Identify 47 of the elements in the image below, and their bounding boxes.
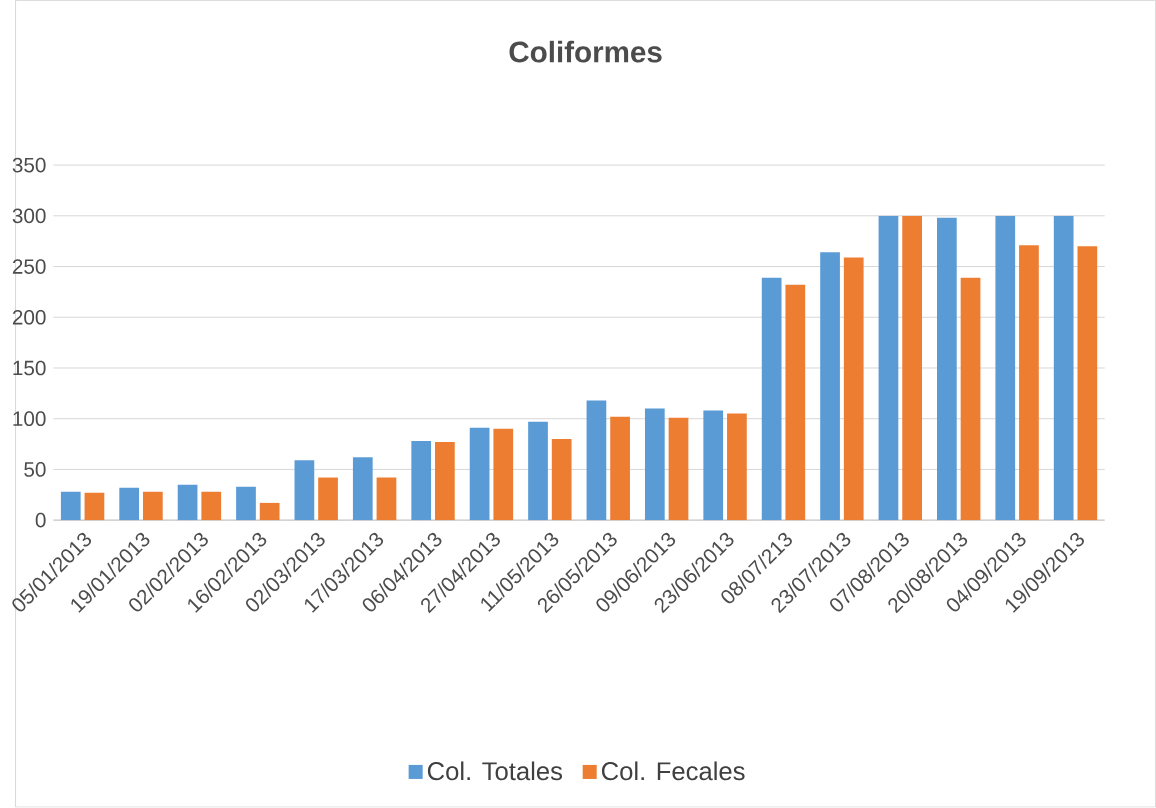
bar — [493, 429, 514, 521]
bar — [84, 492, 105, 521]
y-tick-label: 0 — [35, 513, 46, 528]
bar — [960, 277, 981, 521]
legend-label: Col. Fecales — [601, 761, 745, 781]
bar — [236, 486, 256, 521]
bar — [820, 252, 840, 521]
bar — [785, 285, 806, 521]
y-tick-label: 150 — [13, 360, 46, 376]
y-tick-label: 50 — [24, 462, 46, 477]
bar — [528, 421, 548, 521]
y-tick-label: 200 — [12, 310, 46, 325]
y-tick-label: 300 — [12, 208, 46, 224]
bar — [878, 216, 899, 521]
chart-title: Coliformes — [509, 41, 662, 63]
bar — [761, 277, 782, 521]
bar — [610, 416, 630, 521]
bar — [1019, 245, 1039, 521]
y-tick-label: 350 — [12, 158, 46, 173]
bar — [668, 417, 689, 521]
bar — [376, 477, 397, 521]
bar — [644, 408, 665, 521]
y-tick-label: 100 — [13, 411, 46, 427]
bar — [995, 216, 1016, 521]
bar — [294, 460, 315, 521]
bar — [703, 410, 724, 521]
bar — [902, 216, 922, 521]
bar — [586, 400, 607, 521]
bar — [727, 413, 747, 521]
bar — [60, 491, 81, 521]
bar — [142, 491, 163, 521]
bar — [843, 257, 864, 521]
bar — [177, 484, 198, 521]
bar — [259, 503, 280, 521]
bar — [411, 441, 432, 521]
bar — [119, 487, 140, 521]
bar — [1077, 246, 1098, 521]
bar — [318, 477, 338, 521]
y-tick-label: 250 — [12, 259, 46, 275]
bar — [435, 442, 455, 521]
bar — [469, 428, 490, 521]
legend-label: Col. Totales — [427, 761, 563, 781]
bar — [352, 457, 373, 521]
bar — [937, 218, 957, 521]
bar — [1053, 216, 1074, 521]
bar — [201, 491, 222, 521]
bar — [551, 439, 572, 521]
